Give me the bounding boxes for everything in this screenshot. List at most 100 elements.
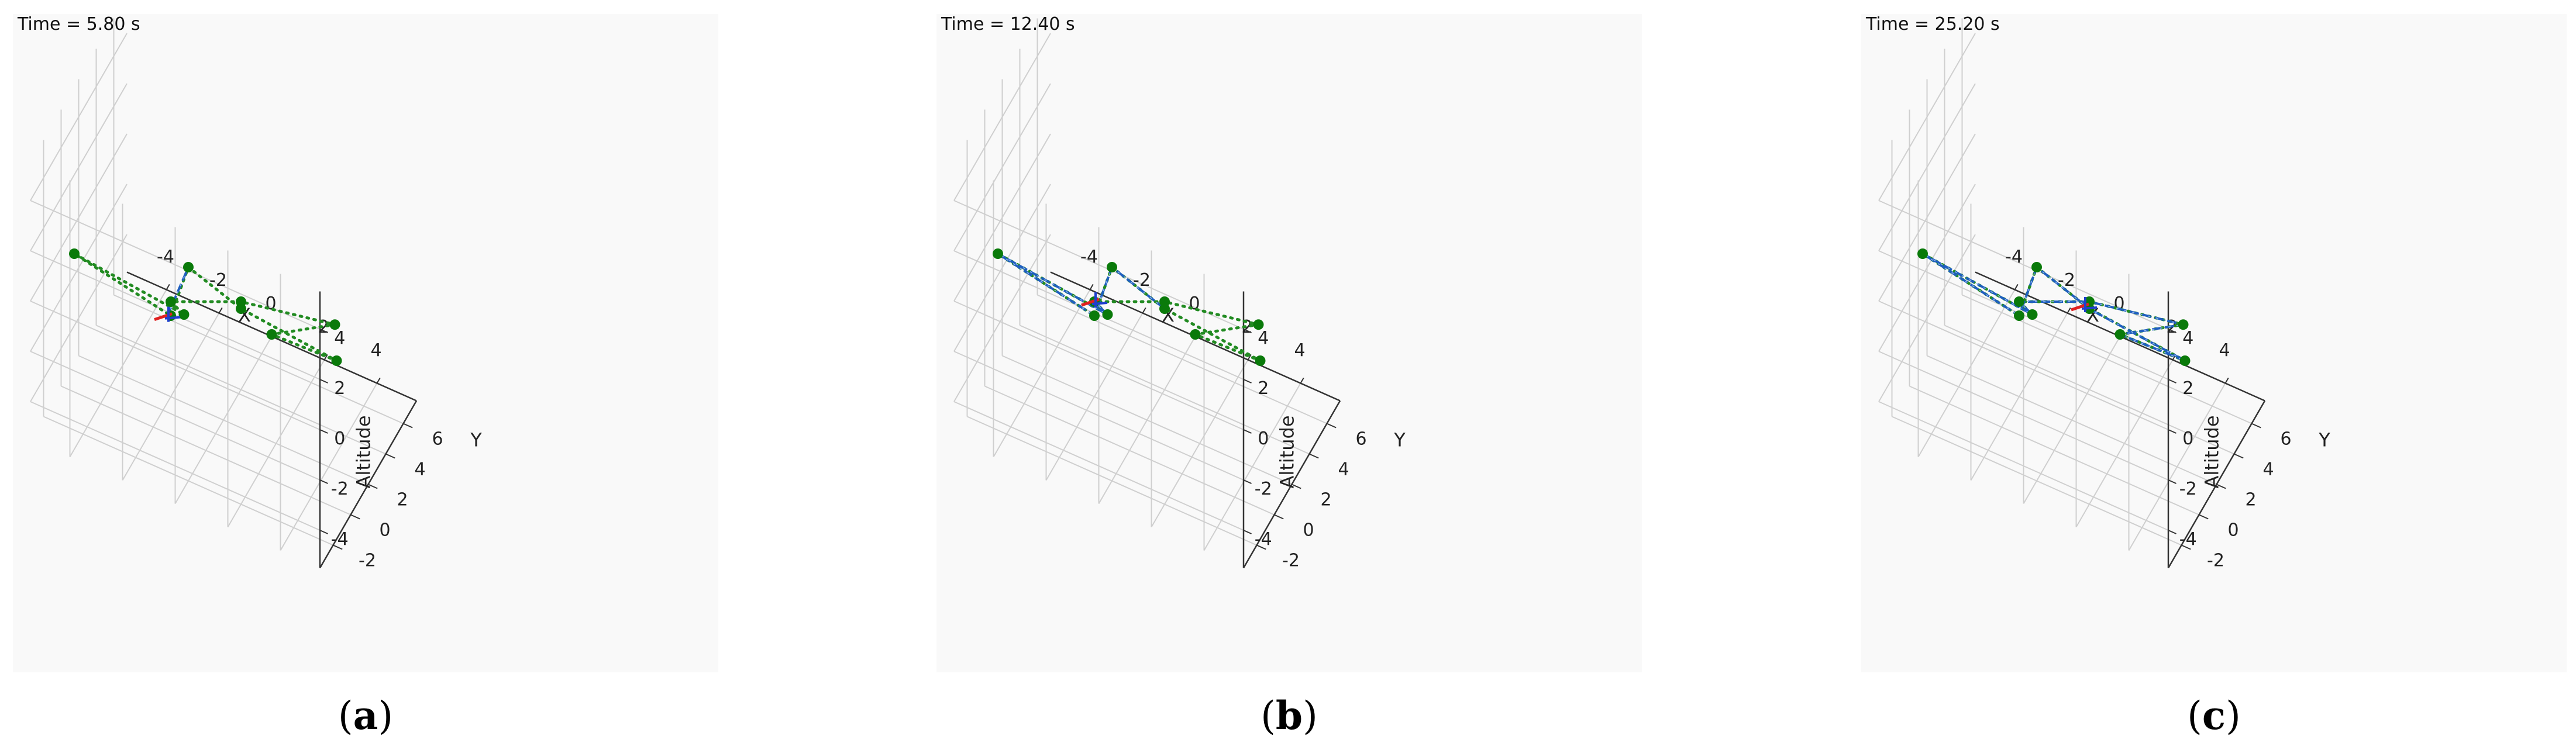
z-tick-label: 2: [1258, 378, 1269, 399]
z-tick-label: 2: [2182, 378, 2193, 399]
caption-letter: c: [2202, 693, 2226, 738]
grid-line: [1878, 83, 1976, 251]
grid-line: [1878, 234, 1976, 402]
z-tick-mark: [1243, 479, 1252, 484]
grid-line: [953, 234, 1051, 402]
x-tick-label: -2: [1133, 270, 1151, 291]
waypoint-marker: [2114, 329, 2126, 340]
waypoint-marker: [1917, 248, 1928, 259]
time-label: Time = 25.20 s: [1866, 14, 2000, 34]
z-tick-label: -2: [1255, 479, 1272, 499]
grid-line: [1878, 33, 1976, 201]
waypoint-marker: [993, 248, 1003, 259]
z-tick-label: 4: [1258, 328, 1269, 348]
y-tick-mark: [1327, 423, 1337, 429]
waypoint-marker: [1107, 262, 1117, 272]
grid-line: [30, 234, 128, 402]
grid-line: [953, 133, 1051, 302]
x-tick-mark: [166, 284, 170, 290]
x-tick-label: -4: [2005, 247, 2023, 267]
z-tick-mark: [2168, 479, 2176, 484]
y-tick-mark: [2199, 514, 2209, 520]
y-tick-mark: [2251, 423, 2261, 429]
z-tick-mark: [319, 429, 328, 434]
x-tick-mark: [2067, 307, 2071, 313]
vehicle-axis: [2081, 306, 2098, 310]
x-tick-mark: [1089, 284, 1094, 290]
caption-letter: a: [353, 693, 378, 738]
z-tick-label: 0: [1258, 429, 1269, 449]
waypoint-marker: [1102, 309, 1113, 320]
y-tick-label: 6: [1355, 429, 1366, 450]
y-tick-mark: [2181, 544, 2191, 550]
caption-letter: b: [1275, 693, 1303, 738]
y-tick-mark: [1274, 514, 1284, 520]
subplot-caption: (b): [1261, 693, 1318, 738]
grid-line: [1878, 184, 1976, 352]
grid-line: [1037, 294, 1327, 424]
z-tick-mark: [1243, 379, 1252, 384]
z-tick-label: -4: [1255, 529, 1272, 550]
y-axis-title: Y: [470, 429, 482, 451]
z-axis-title: Altitude: [2201, 415, 2223, 488]
waypoint-marker: [2031, 262, 2042, 272]
z-tick-label: -4: [2179, 529, 2197, 550]
z-tick-mark: [319, 379, 328, 384]
z-tick-mark: [319, 329, 328, 333]
y-tick-label: 2: [397, 490, 408, 510]
grid-line: [953, 83, 1051, 251]
z-tick-label: 0: [334, 429, 345, 449]
waypoint-marker: [236, 296, 246, 307]
x-tick-mark: [323, 354, 328, 360]
z-tick-label: 0: [2182, 429, 2193, 449]
subplot-b: Time = 12.40 s -4 -2 0 2 4 -2 0 2 4 6 4 2 0 -2 -4 X Y Alti…: [936, 14, 1642, 672]
y-tick-label: 6: [432, 429, 443, 450]
waypoint-marker: [2027, 309, 2038, 320]
grid-line: [30, 184, 128, 352]
x-tick-label: -4: [1080, 247, 1098, 267]
y-tick-mark: [1309, 453, 1319, 459]
subplot-caption: (a): [338, 693, 394, 738]
grid-line: [1878, 351, 2169, 481]
y-tick-mark: [2234, 453, 2244, 459]
z-tick-mark: [319, 530, 328, 534]
z-axis-title: Altitude: [353, 415, 375, 488]
x-tick-label: -4: [157, 247, 174, 267]
z-tick-label: -4: [331, 529, 349, 550]
y-tick-label: 2: [1320, 490, 1331, 510]
grid-line: [61, 385, 351, 516]
z-tick-mark: [2168, 429, 2176, 434]
flown-path-overlay: [167, 267, 189, 316]
z-tick-mark: [2168, 530, 2176, 534]
subplot-caption: (c): [2187, 693, 2241, 738]
grid-line: [1020, 324, 1310, 455]
y-tick-mark: [1256, 544, 1266, 550]
y-tick-mark: [2216, 483, 2226, 489]
grid-line: [30, 351, 321, 481]
y-tick-mark: [1292, 483, 1301, 489]
waypoint-marker: [69, 248, 80, 259]
y-tick-label: 0: [379, 520, 390, 541]
x-tick-label: 4: [2219, 340, 2230, 361]
waypoint-marker: [1159, 296, 1170, 307]
z-tick-mark: [1243, 530, 1252, 534]
x-tick-mark: [376, 377, 381, 384]
z-tick-label: -2: [331, 479, 349, 499]
grid-line: [30, 33, 128, 201]
vehicle-axis: [164, 316, 181, 320]
waypoint-marker: [166, 296, 176, 307]
waypoint-marker: [1253, 319, 1264, 330]
grid-line: [1909, 385, 2199, 516]
z-tick-mark: [1243, 429, 1252, 434]
z-tick-label: 2: [334, 378, 345, 399]
y-tick-label: -2: [2207, 551, 2224, 571]
x-tick-mark: [1142, 307, 1146, 313]
y-tick-mark: [333, 544, 343, 550]
grid: [953, 18, 1327, 551]
grid-line: [1892, 416, 2182, 546]
waypoint-marker: [1190, 329, 1201, 340]
y-axis-title: Y: [1393, 429, 1406, 451]
z-tick-label: 4: [2182, 328, 2193, 348]
y-tick-label: -2: [359, 551, 376, 571]
